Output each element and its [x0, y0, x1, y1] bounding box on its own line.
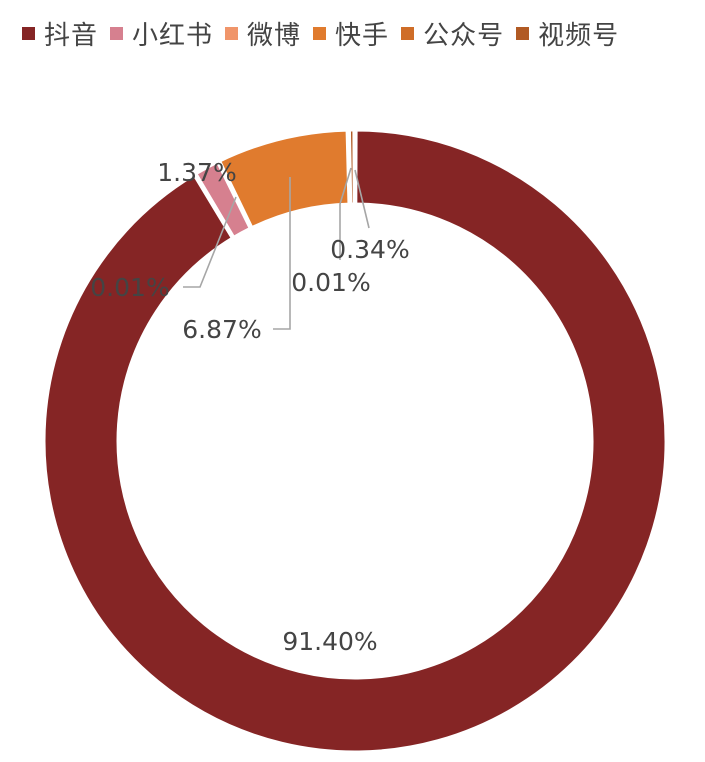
- legend-label: 小红书: [132, 20, 214, 51]
- legend-swatch: [516, 26, 530, 40]
- legend-item-gongzhonghao[interactable]: 公众号: [401, 15, 504, 52]
- legend-swatch: [225, 26, 239, 40]
- data-label-weibo: 0.01%: [90, 273, 169, 302]
- legend-item-kuaishou[interactable]: 快手: [313, 15, 389, 52]
- data-label-xiaohongshu: 1.37%: [157, 158, 236, 187]
- legend-label: 微博: [247, 20, 302, 51]
- legend-swatch: [22, 26, 35, 40]
- legend-swatch: [110, 26, 124, 40]
- legend-label: 抖音: [44, 20, 99, 51]
- legend-swatch: [401, 26, 415, 40]
- legend-item-weibo[interactable]: 微博: [225, 15, 301, 52]
- legend-swatch: [313, 26, 327, 40]
- data-label-shipinhao: 0.34%: [330, 235, 409, 264]
- leader-line-kuaishou: [273, 177, 291, 330]
- data-label-douyin: 91.40%: [282, 627, 377, 656]
- legend-label: 快手: [335, 20, 390, 51]
- leader-line-shipinhao: [354, 169, 370, 229]
- legend-item-douyin[interactable]: 抖音: [22, 15, 98, 52]
- legend-item-xiaohongshu[interactable]: 小红书: [110, 15, 213, 52]
- data-label-gongzhonghao: 0.01%: [291, 268, 370, 297]
- slice-douyin[interactable]: [42, 128, 668, 754]
- legend-label: 公众号: [423, 20, 505, 51]
- legend-label: 视频号: [538, 20, 620, 51]
- slice-shipinhao[interactable]: [347, 128, 356, 206]
- leader-line-weibo: [183, 196, 237, 288]
- data-label-kuaishou: 6.87%: [182, 315, 261, 344]
- legend-item-shipinhao[interactable]: 视频号: [516, 15, 619, 52]
- chart-legend: 抖音 小红书 微博 快手 公众号 视频号: [0, 0, 705, 66]
- leader-line-gongzhonghao: [339, 167, 352, 260]
